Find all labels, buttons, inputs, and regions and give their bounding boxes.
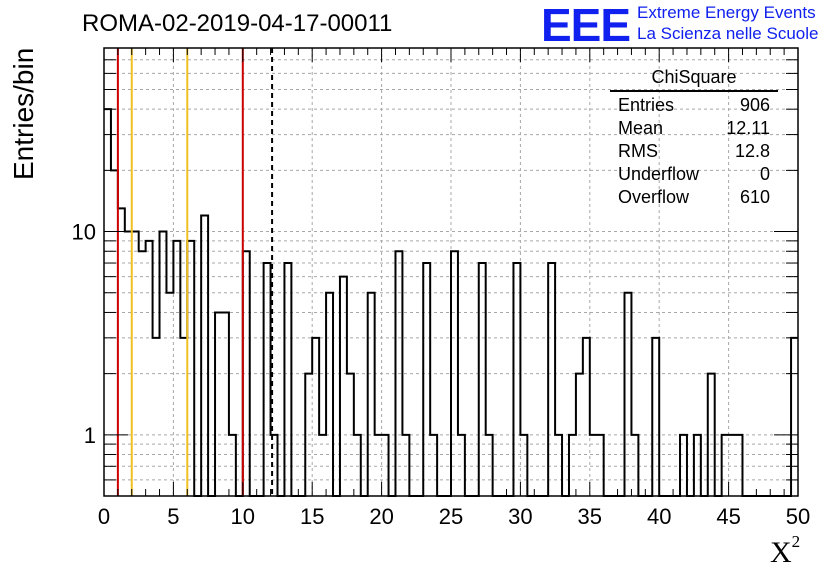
x-tick-label: 15	[300, 504, 324, 529]
x-tick-label: 5	[167, 504, 179, 529]
stats-row-mean: Mean 12.11	[610, 117, 778, 140]
x-tick-label: 50	[786, 504, 810, 529]
x-tick-label: 35	[578, 504, 602, 529]
stats-label: Mean	[618, 118, 664, 138]
x-tick-label: 20	[369, 504, 393, 529]
stats-value: 906	[739, 95, 770, 115]
x-axis-label-base: X	[770, 536, 792, 569]
logo-text-line1: Extreme Energy Events	[637, 3, 816, 22]
stats-box-title: ChiSquare	[610, 66, 778, 92]
x-axis-label-superscript: 2	[791, 532, 801, 551]
x-tick-label: 0	[98, 504, 110, 529]
stats-value: 12.8	[734, 141, 770, 161]
stats-value: 610	[739, 187, 770, 207]
stats-row-overflow: Overflow 610	[610, 186, 778, 209]
stats-value: 12.11	[726, 118, 770, 138]
stats-row-entries: Entries 906	[610, 94, 778, 117]
x-axis-label: X2	[770, 532, 800, 570]
eee-logo: EEE	[541, 0, 631, 51]
stats-label: RMS	[618, 141, 658, 161]
stats-label: Overflow	[618, 187, 690, 207]
stats-row-rms: RMS 12.8	[610, 140, 778, 163]
x-tick-label: 25	[439, 504, 463, 529]
stats-label: Underflow	[618, 164, 700, 184]
logo-text-line2: La Scienza nelle Scuole	[637, 24, 819, 43]
stats-value: 0	[759, 164, 770, 184]
x-tick-label: 45	[716, 504, 740, 529]
stats-label: Entries	[618, 95, 675, 115]
stats-row-underflow: Underflow 0	[610, 163, 778, 186]
stats-box: ChiSquare Entries 906 Mean 12.11 RMS 12.…	[610, 66, 778, 209]
x-tick-label: 30	[508, 504, 532, 529]
y-tick-label: 10	[72, 220, 96, 245]
chart-title: ROMA-02-2019-04-17-00011	[82, 10, 393, 37]
y-axis-label: Entries/bin	[8, 47, 39, 180]
x-tick-label: 40	[647, 504, 671, 529]
x-tick-label: 10	[231, 504, 255, 529]
y-tick-label: 1	[84, 423, 96, 448]
